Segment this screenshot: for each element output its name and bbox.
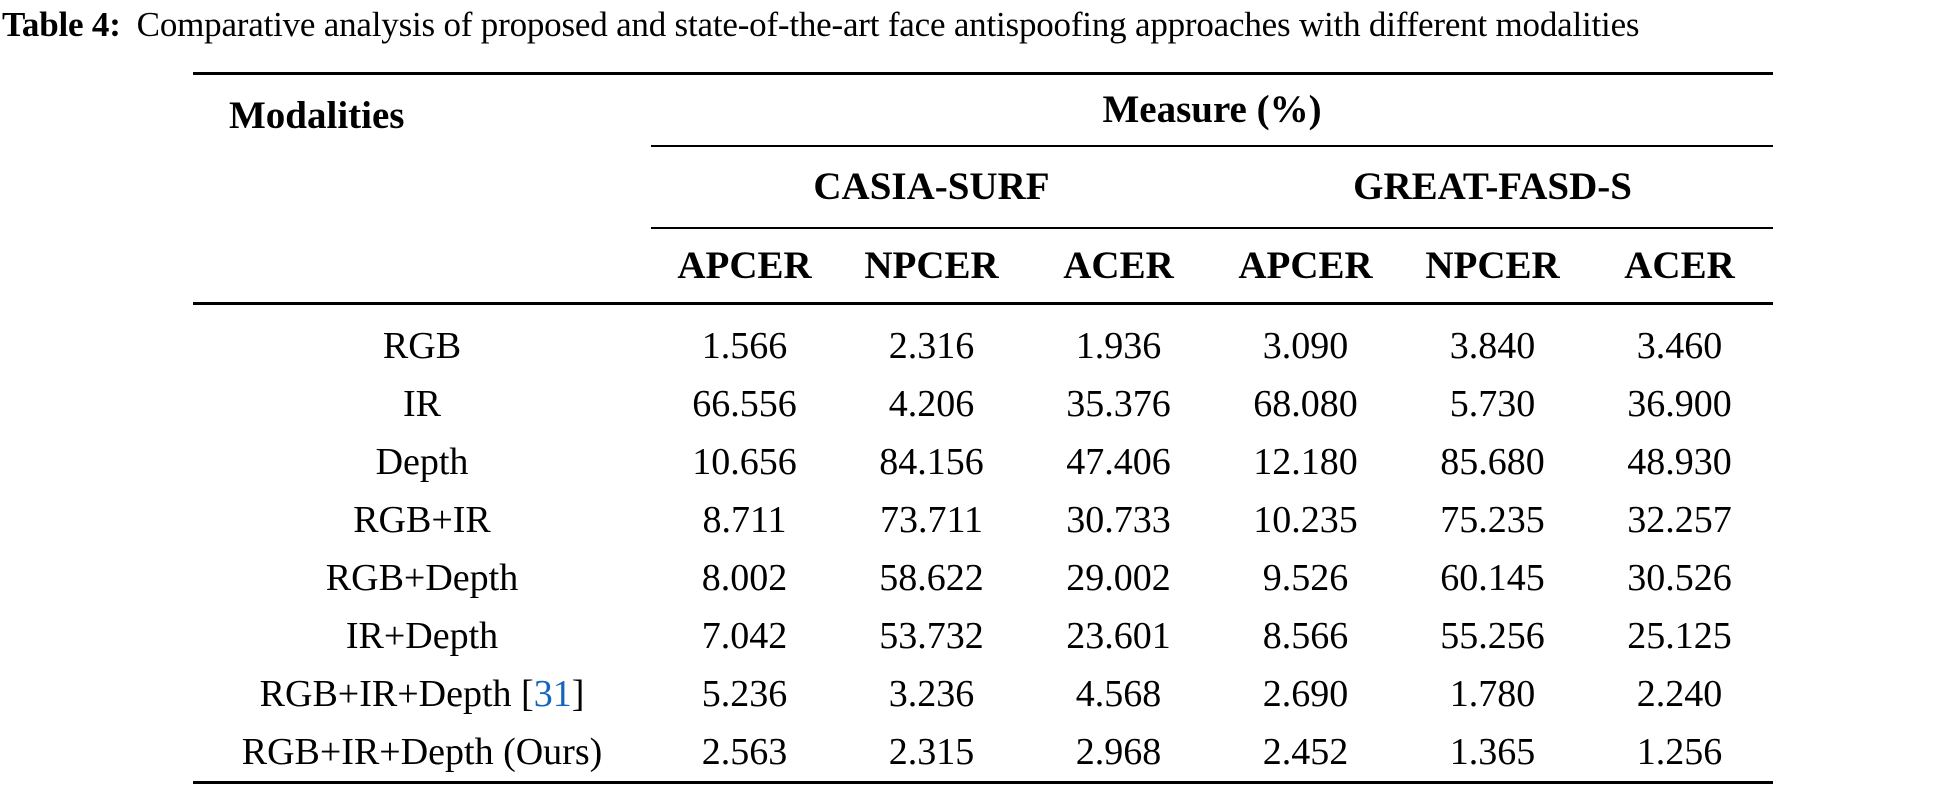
value-cell: 3.460 [1636,325,1723,367]
comparison-table: Modalities Measure (%) CASIA-SURF GREAT-… [193,72,1774,784]
value-cell: 68.080 [1253,383,1358,425]
table-row: IR+Depth 7.042 53.732 23.601 8.566 55.25… [193,607,1773,665]
table-row: RGB+IR+Depth (Ours) 2.563 2.315 2.968 2.… [193,723,1773,783]
value-cell: 30.733 [1066,499,1171,541]
modality-label: RGB+IR+Depth (Ours) [241,731,603,773]
column-header-modalities: Modalities [193,73,651,305]
modality-cell: RGB+IR+Depth (Ours) [193,723,651,783]
table-row: RGB 1.566 2.316 1.936 3.090 3.840 3.460 [193,304,1773,376]
value-cell: 3.090 [1262,325,1349,367]
value-cell: 1.566 [701,325,788,367]
value-cell: 3.840 [1449,325,1536,367]
modality-label: IR [403,383,441,425]
modality-label: Depth [375,441,469,483]
column-header-measure: Measure (%) [651,73,1774,147]
value-cell: 48.930 [1627,441,1732,483]
modality-label: RGB+IR [353,499,491,541]
column-header-npcer-great: NPCER [1399,227,1586,305]
citation-link[interactable]: 31 [533,673,572,715]
modality-label: RGB+IR+Depth [259,673,512,715]
value-cell: 58.622 [879,557,984,599]
modality-cell: IR+Depth [193,607,651,665]
table-row: IR 66.556 4.206 35.376 68.080 5.730 36.9… [193,375,1773,433]
column-header-apcer-casia: APCER [651,227,838,305]
table-caption-text: Comparative analysis of proposed and sta… [136,5,1640,44]
table-body: RGB 1.566 2.316 1.936 3.090 3.840 3.460 … [193,304,1773,783]
value-cell: 47.406 [1066,441,1171,483]
value-cell: 5.730 [1449,383,1536,425]
modality-cell: RGB [193,304,651,376]
value-cell: 10.656 [692,441,797,483]
value-cell: 8.002 [701,557,788,599]
value-cell: 75.235 [1440,499,1545,541]
modality-cell: RGB+IR+Depth [31] [193,665,651,723]
header-row-datasets: CASIA-SURF GREAT-FASD-S [193,145,1774,229]
column-header-npcer-casia: NPCER [838,227,1025,305]
table-caption-label: Table 4: [2,5,121,44]
value-cell: 29.002 [1066,557,1171,599]
table-caption: Table 4: Comparative analysis of proposed… [2,2,1952,48]
value-cell: 1.256 [1636,731,1723,773]
value-cell: 84.156 [879,441,984,483]
value-cell: 10.235 [1253,499,1358,541]
value-cell: 2.563 [701,731,788,773]
value-cell: 32.257 [1627,499,1732,541]
group-header-great-fasd-s: GREAT-FASD-S [1212,145,1774,229]
value-cell: 1.936 [1075,325,1162,367]
value-cell: 35.376 [1066,383,1171,425]
table-row: RGB+IR 8.711 73.711 30.733 10.235 75.235… [193,491,1773,549]
value-cell: 55.256 [1440,615,1545,657]
value-cell: 66.556 [692,383,797,425]
modality-label: RGB+Depth [325,557,519,599]
column-header-acer-casia: ACER [1025,227,1212,305]
value-cell: 85.680 [1440,441,1545,483]
modality-cell: IR [193,375,651,433]
group-header-casia-surf: CASIA-SURF [651,145,1212,229]
modality-cell: RGB+Depth [193,549,651,607]
value-cell: 23.601 [1066,615,1171,657]
modality-label: RGB [382,325,462,367]
header-row-metrics: APCER NPCER ACER APCER NPCER ACER [193,227,1774,305]
value-cell: 30.526 [1627,557,1732,599]
value-cell: 4.206 [888,383,975,425]
header-row-measure: Modalities Measure (%) [193,73,1774,305]
modality-cell: Depth [193,433,651,491]
value-cell: 12.180 [1253,441,1358,483]
value-cell: 1.780 [1449,673,1536,715]
value-cell: 2.690 [1262,673,1349,715]
table-row: RGB+Depth 8.002 58.622 29.002 9.526 60.1… [193,549,1773,607]
value-cell: 2.240 [1636,673,1723,715]
modality-label: IR+Depth [345,615,499,657]
citation-bracket: ] [571,673,585,715]
value-cell: 7.042 [701,615,788,657]
value-cell: 3.236 [888,673,975,715]
value-cell: 9.526 [1262,557,1349,599]
value-cell: 5.236 [701,673,788,715]
value-cell: 1.365 [1449,731,1536,773]
column-header-apcer-great: APCER [1212,227,1399,305]
value-cell: 73.711 [879,499,984,541]
column-header-acer-great: ACER [1586,227,1774,305]
value-cell: 2.452 [1262,731,1349,773]
citation-bracket: [ [511,673,534,715]
value-cell: 25.125 [1627,615,1732,657]
value-cell: 2.316 [888,325,975,367]
value-cell: 8.566 [1262,615,1349,657]
value-cell: 36.900 [1627,383,1732,425]
table-row: Depth 10.656 84.156 47.406 12.180 85.680… [193,433,1773,491]
table-row: RGB+IR+Depth [31] 5.236 3.236 4.568 2.69… [193,665,1773,723]
value-cell: 2.968 [1075,731,1162,773]
value-cell: 2.315 [888,731,975,773]
value-cell: 60.145 [1440,557,1545,599]
value-cell: 53.732 [879,615,984,657]
modality-cell: RGB+IR [193,491,651,549]
value-cell: 8.711 [702,499,787,541]
value-cell: 4.568 [1075,673,1162,715]
